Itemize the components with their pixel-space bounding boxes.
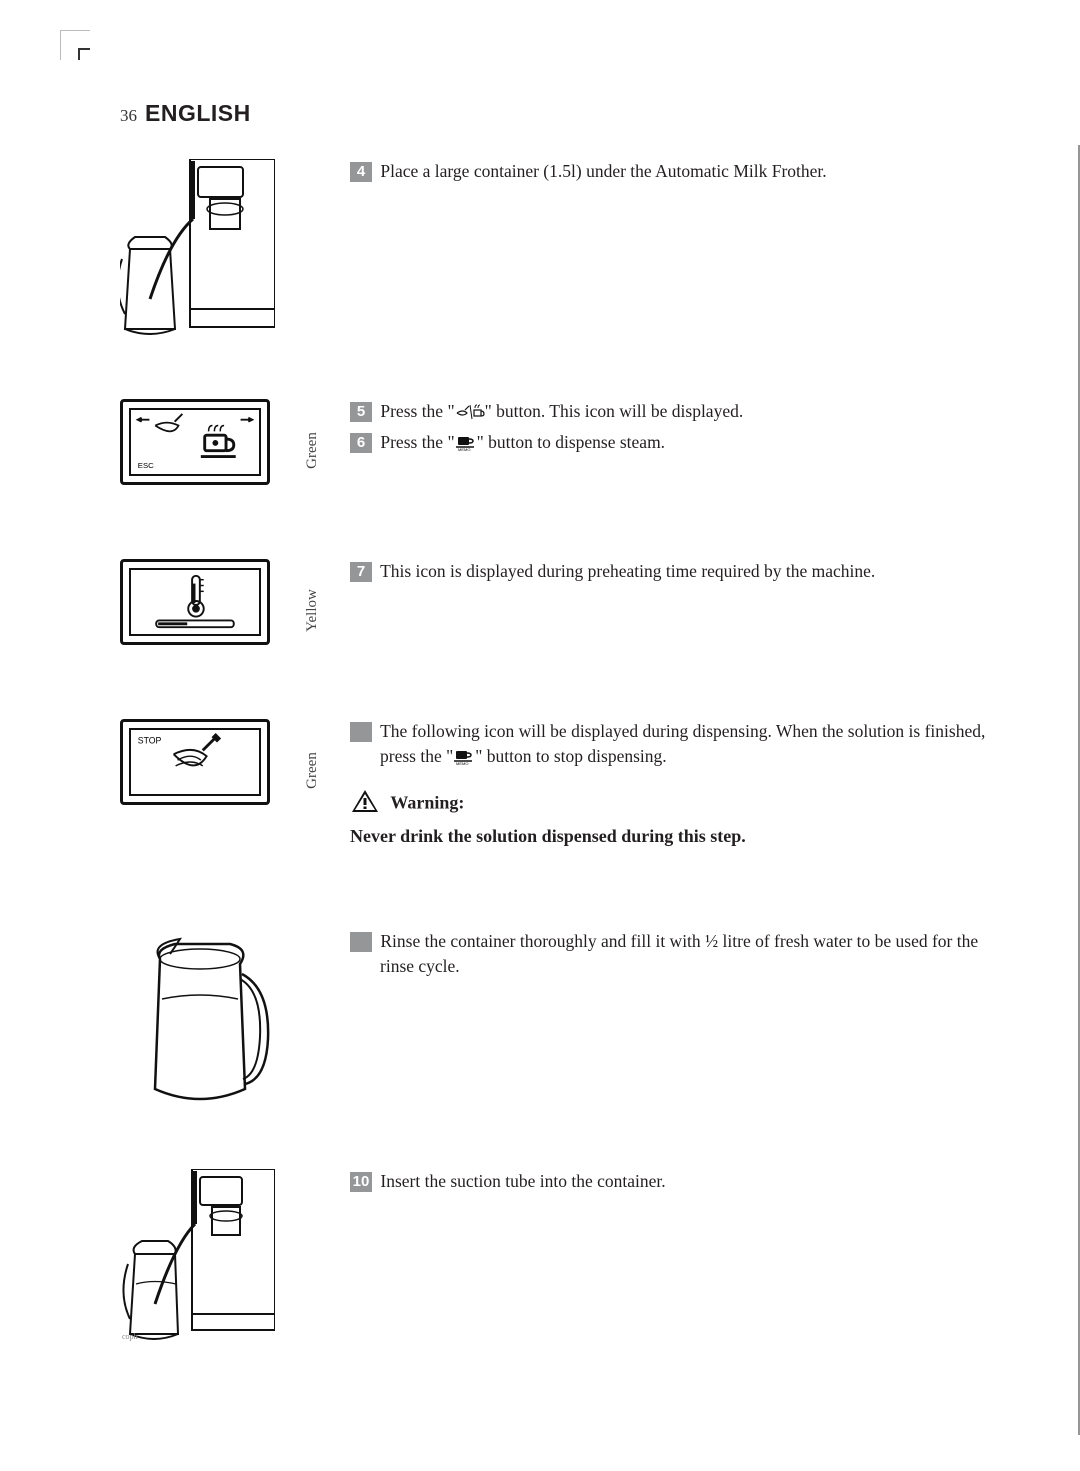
step-row-5-6: ESC Green 5 Press the " " button. This ic… [120, 399, 990, 519]
language-title: ENGLISH [145, 100, 251, 127]
svg-text:MEMO: MEMO [456, 761, 468, 766]
crop-mark-inner [78, 48, 90, 60]
step-number-9: 9 [350, 932, 372, 952]
step-number-7: 7 [350, 562, 372, 582]
memo-cup-icon: MEMO [455, 432, 477, 452]
warning-block: Warning: Never drink the solution dispen… [350, 788, 990, 849]
page-header: 36 ENGLISH [120, 100, 990, 127]
display-menu-icon: ESC [131, 410, 259, 474]
memo-cup-icon-2: MEMO [453, 746, 475, 766]
step-row-7: Yellow 7 This icon is displayed during p… [120, 559, 990, 679]
step-number-6: 6 [350, 433, 372, 453]
warning-body: Never drink the solution dispensed durin… [350, 823, 990, 849]
warning-icon [350, 788, 380, 821]
dispensing-brush-icon: STOP [131, 730, 259, 794]
step-10-text: 10 Insert the suction tube into the cont… [295, 1169, 990, 1200]
step-9-text: 9 Rinse the container thoroughly and fil… [295, 929, 990, 986]
step-8-text: 8 The following icon will be displayed d… [295, 719, 990, 849]
color-label-green-1: Green [305, 432, 322, 469]
step-row-9: 9 Rinse the container thoroughly and fil… [120, 929, 990, 1129]
stop-label: STOP [138, 736, 162, 746]
step-number-4: 4 [350, 162, 372, 182]
illustration-pitcher [120, 929, 295, 1119]
step-5-before: Press the " [380, 401, 454, 421]
step-row-4: 4 Place a large container (1.5l) under t… [120, 159, 990, 359]
color-label-green-2: Green [305, 752, 322, 789]
step-4-text: 4 Place a large container (1.5l) under t… [295, 159, 990, 190]
thermometer-icon [131, 570, 259, 634]
brush-cup-icon [455, 403, 485, 421]
step-row-10: coph 10 Insert the suction tube into the… [120, 1169, 990, 1359]
illustration-display-menu: ESC Green [120, 399, 295, 485]
step-9-instruction: Rinse the container thoroughly and fill … [380, 931, 978, 976]
step-4-instruction: Place a large container (1.5l) under the… [380, 161, 826, 181]
machine-tube-pitcher-icon: coph [120, 1169, 275, 1354]
machine-with-container-icon [120, 159, 275, 349]
step-6-before: Press the " [380, 432, 454, 452]
illustration-machine-tube: coph [120, 1169, 295, 1354]
step-number-5: 5 [350, 402, 372, 422]
svg-text:coph: coph [122, 1332, 138, 1341]
step-7-instruction: This icon is displayed during preheating… [380, 561, 875, 581]
illustration-machine-container [120, 159, 295, 349]
step-10-instruction: Insert the suction tube into the contain… [380, 1171, 665, 1191]
step-7-text: 7 This icon is displayed during preheati… [295, 559, 990, 590]
illustration-display-preheat: Yellow [120, 559, 295, 645]
svg-text:MEMO: MEMO [458, 447, 470, 452]
step-8-after: " button to stop dispensing. [475, 746, 666, 766]
pitcher-icon [120, 929, 275, 1119]
esc-label: ESC [138, 461, 154, 470]
step-row-8: STOP Green 8 The following icon w [120, 719, 990, 889]
step-6-after: " button to dispense steam. [477, 432, 665, 452]
illustration-display-dispense: STOP Green [120, 719, 295, 805]
warning-title: Warning: [390, 792, 464, 812]
step-number-10: 10 [350, 1172, 372, 1192]
page-number: 36 [120, 106, 137, 126]
color-label-yellow: Yellow [305, 589, 322, 632]
step-5-after: " button. This icon will be displayed. [485, 401, 744, 421]
page-content: 36 ENGLISH 4 Place a large containe [120, 100, 990, 1359]
step-number-8: 8 [350, 722, 372, 742]
step-5-6-text: 5 Press the " " button. This icon will be… [295, 399, 990, 462]
